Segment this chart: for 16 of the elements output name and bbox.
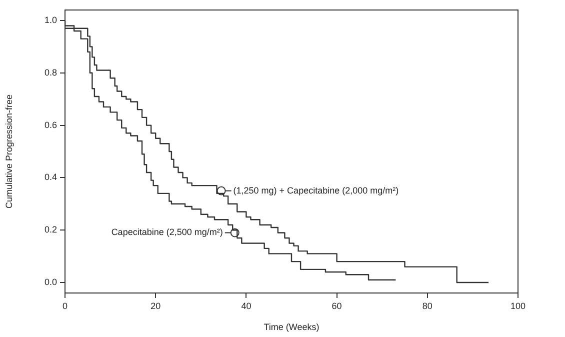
y-tick-label: 0.0 [44, 277, 57, 288]
x-tick-label: 40 [241, 300, 252, 311]
y-tick-label: 0.4 [44, 172, 57, 182]
y-tick-label: 1.0 [44, 14, 57, 25]
x-axis-title: Time (Weeks) [264, 322, 320, 332]
x-tick-label: 80 [422, 300, 432, 311]
x-tick-label: 0 [62, 300, 68, 311]
y-tick-label: 0.2 [44, 224, 57, 235]
annotation: Capecitabine (2,500 mg/m²) [111, 227, 223, 238]
x-tick-label: 60 [332, 300, 342, 311]
x-tick-label: 100 [510, 300, 526, 311]
y-axis-title: Cumulative Progression-free [4, 94, 14, 209]
y-tick-label: 0.8 [44, 67, 57, 78]
x-tick-label: 20 [150, 300, 161, 311]
annotation: (1,250 mg) + Capecitabine (2,000 mg/m²) [233, 185, 399, 196]
y-tick-label: 0.6 [44, 120, 57, 130]
